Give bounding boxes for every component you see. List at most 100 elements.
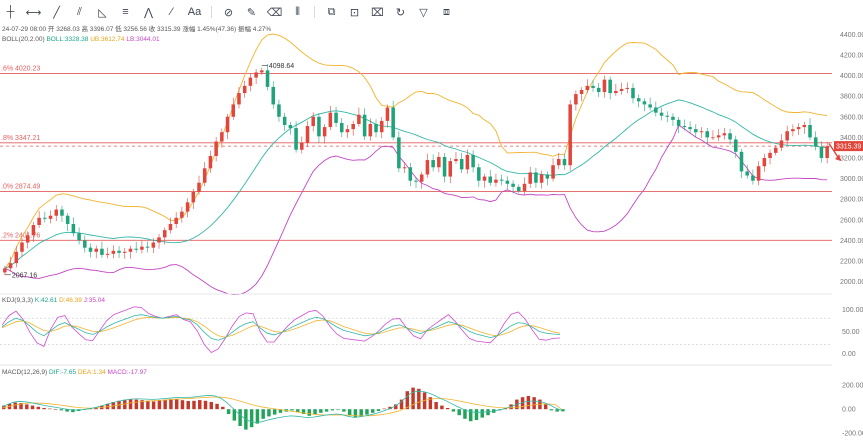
macd-axis-tick: 0.00 bbox=[842, 407, 856, 414]
candle-body bbox=[83, 240, 87, 248]
trend-line-icon[interactable]: ╱ bbox=[53, 6, 60, 19]
macd-histogram-bar bbox=[59, 409, 64, 411]
candle-body bbox=[248, 77, 253, 86]
candle-body bbox=[282, 116, 287, 126]
kdj-k-line bbox=[1, 314, 561, 341]
candle-body bbox=[619, 88, 624, 91]
candle-body bbox=[705, 131, 709, 138]
eraser-icon[interactable]: ⌫ bbox=[266, 6, 283, 19]
horizontal-ray-icon[interactable]: ⟷ bbox=[25, 6, 42, 19]
candle-body bbox=[185, 202, 190, 212]
macd-histogram-bar bbox=[30, 405, 35, 410]
candle-body bbox=[425, 160, 430, 175]
macd-histogram-bar bbox=[457, 409, 461, 416]
macd-histogram-bar bbox=[480, 409, 484, 418]
candle-body bbox=[602, 79, 607, 93]
last-price-label: 3315.39 bbox=[836, 144, 861, 151]
macd-histogram-bar bbox=[186, 401, 190, 410]
candle-body bbox=[305, 126, 310, 143]
candle-body bbox=[454, 159, 458, 162]
candle-body bbox=[260, 70, 264, 73]
boll-middle-band bbox=[4, 99, 828, 269]
candle-body bbox=[802, 125, 807, 128]
candle-body bbox=[20, 242, 24, 252]
macd-histogram-bar bbox=[198, 400, 202, 410]
candle-body bbox=[288, 125, 293, 129]
copy-icon[interactable]: ⧉ bbox=[327, 5, 336, 18]
macd-histogram-bar bbox=[376, 409, 381, 411]
macd-histogram-bar bbox=[215, 403, 219, 410]
magnet-icon[interactable]: ⊘ bbox=[223, 6, 234, 19]
price-axis-tick: 3000.00 bbox=[840, 176, 863, 183]
candle-body bbox=[294, 128, 298, 150]
text-icon[interactable]: Aa bbox=[187, 6, 202, 18]
refresh-icon[interactable]: ↻ bbox=[395, 6, 406, 19]
candle-body bbox=[694, 129, 698, 133]
macd-axis-tick: 200.00 bbox=[842, 383, 863, 390]
macd-histogram-bar bbox=[203, 400, 208, 410]
candle-body bbox=[574, 94, 578, 105]
fib-lines-icon[interactable]: ≡ bbox=[122, 6, 129, 18]
macd-histogram-bar bbox=[463, 409, 467, 419]
macd-histogram-bar bbox=[94, 407, 98, 410]
macd-histogram-bar bbox=[221, 406, 225, 410]
candle-body bbox=[77, 233, 81, 241]
candle-body bbox=[271, 86, 276, 105]
candle-body bbox=[665, 115, 670, 117]
candle-body bbox=[568, 104, 572, 166]
candle-body bbox=[579, 89, 584, 95]
macd-histogram-bar bbox=[192, 400, 196, 410]
candle-body bbox=[60, 209, 64, 216]
macd-histogram-bar bbox=[249, 409, 254, 428]
candle-body bbox=[494, 179, 498, 183]
ohlc-readout: 24-07-29 08:00 开 3268.03 高 3396.07 低 325… bbox=[2, 24, 271, 33]
candle-body bbox=[676, 119, 681, 127]
triangle-icon[interactable]: ◺ bbox=[98, 6, 107, 19]
macd-histogram-bar bbox=[272, 409, 277, 415]
candle-body bbox=[220, 132, 224, 142]
candle-body bbox=[625, 87, 630, 89]
candle-body bbox=[191, 192, 196, 203]
candle-body bbox=[534, 172, 538, 183]
candle-body bbox=[431, 160, 435, 168]
candle-body bbox=[642, 101, 647, 105]
candle-body bbox=[459, 159, 464, 170]
candle-body bbox=[208, 155, 213, 169]
filter-icon[interactable]: ▽ bbox=[419, 6, 428, 19]
macd-histogram-bar bbox=[428, 397, 433, 410]
trash-icon[interactable]: ⌧ bbox=[371, 6, 384, 19]
pattern-icon[interactable]: ⋀ bbox=[143, 6, 154, 19]
candle-body bbox=[351, 123, 355, 130]
candle-body bbox=[437, 156, 441, 168]
brush-icon[interactable]: ⁄ bbox=[170, 6, 173, 18]
pencil-icon[interactable]: ✎ bbox=[246, 6, 257, 19]
candle-body bbox=[631, 87, 635, 99]
candle-body bbox=[551, 165, 555, 179]
crosshair-icon[interactable]: ┼ bbox=[6, 6, 15, 18]
layers-icon[interactable]: ⧈ bbox=[443, 5, 450, 18]
macd-histogram-bar bbox=[174, 399, 179, 410]
lock-icon[interactable]: ⊡ bbox=[349, 6, 360, 19]
candle-icon[interactable]: ⫴ bbox=[295, 5, 300, 18]
candle-body bbox=[48, 215, 53, 219]
candle-body bbox=[762, 158, 767, 167]
macd-histogram-bar bbox=[128, 399, 133, 410]
toolbar-separator bbox=[211, 6, 212, 18]
candle-body bbox=[614, 91, 618, 94]
forecast-arrow-head bbox=[835, 154, 842, 162]
price-axis-tick: 4400.00 bbox=[840, 32, 863, 39]
macd-histogram-bar bbox=[382, 408, 386, 410]
macd-histogram-bar bbox=[301, 409, 306, 414]
candle-body bbox=[825, 146, 829, 158]
parallel-channel-icon[interactable]: ⫽ bbox=[77, 5, 82, 18]
candle-body bbox=[168, 223, 173, 231]
candle-body bbox=[123, 251, 127, 253]
candle-body bbox=[545, 174, 550, 179]
kdj-j-line bbox=[1, 306, 561, 353]
candle-body bbox=[648, 104, 652, 108]
fib-level-label: .8% 3347.21 bbox=[1, 135, 40, 142]
candle-body bbox=[654, 107, 658, 113]
macd-histogram-bar bbox=[422, 392, 427, 410]
candle-body bbox=[180, 211, 184, 218]
